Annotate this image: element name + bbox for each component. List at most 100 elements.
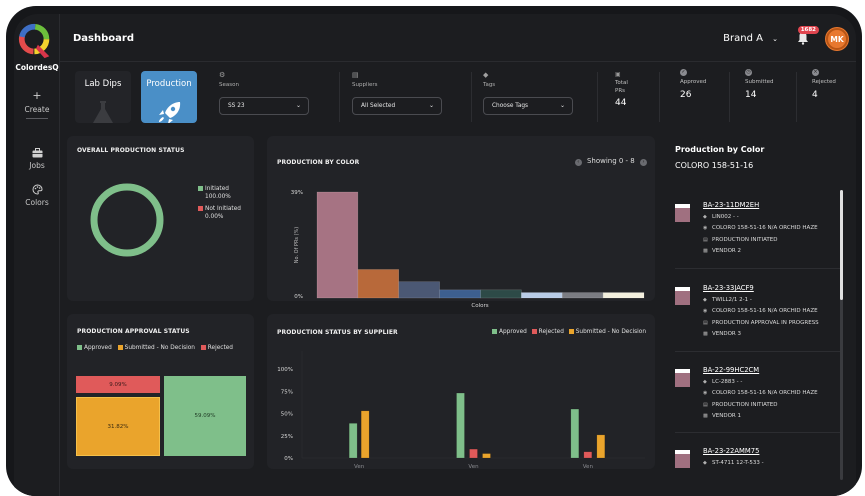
color-bar[interactable] xyxy=(480,289,522,299)
color-swatch xyxy=(675,450,690,468)
chevron-left-icon[interactable]: ‹ xyxy=(574,159,582,166)
color-bar[interactable] xyxy=(357,269,399,299)
status-row: ▤ PRODUCTION APPROVAL IN PROGRESS xyxy=(703,320,819,326)
chevron-down-icon: ⌄ xyxy=(295,102,301,109)
pr-code-link[interactable]: BA-23-33JACF9 xyxy=(703,284,754,292)
color-bar[interactable] xyxy=(562,292,604,299)
supplier-bar-approved[interactable] xyxy=(348,423,358,459)
tag-icon: ◆ xyxy=(703,460,707,466)
supplier-bar-approved[interactable] xyxy=(570,408,580,459)
scrollbar-track[interactable] xyxy=(840,190,843,480)
y-tick-label: 50% xyxy=(281,412,293,418)
flask-icon xyxy=(93,101,113,123)
production-status-by-supplier-panel: PRODUCTION STATUS BY SUPPLIER Approved R… xyxy=(267,314,655,470)
y-tick-label: 0% xyxy=(294,294,303,300)
device-frame: ColordesQ + Create Jobs Colors Dashboard… xyxy=(6,6,862,496)
stat-label: Rejected xyxy=(812,79,836,85)
color-row: ◉ COLORO 158-51-16 N/A ORCHID HAZE xyxy=(703,308,818,314)
factory-icon: ▩ xyxy=(703,248,708,254)
legend-item-approved: Approved xyxy=(77,345,112,351)
treemap-block-rejected[interactable]: 9.09% xyxy=(76,376,160,393)
legend-item-rejected: Rejected xyxy=(200,345,233,351)
page-title: Dashboard xyxy=(73,33,134,44)
supplier-bar-submitted[interactable] xyxy=(360,410,370,459)
supplier-bar-rejected[interactable] xyxy=(469,448,478,459)
status-icon: ▤ xyxy=(703,320,708,326)
donut-slice-initiated[interactable] xyxy=(90,183,164,257)
bell-icon[interactable] xyxy=(797,31,809,45)
supplier-bar-approved[interactable] xyxy=(456,392,465,459)
avatar[interactable]: MK xyxy=(826,28,848,50)
panel-title: PRODUCTION BY COLOR xyxy=(277,159,360,166)
supplier-bar-rejected[interactable] xyxy=(583,451,593,459)
season-select[interactable]: SS 23 ⌄ xyxy=(219,97,309,115)
supplier-bar-submitted[interactable] xyxy=(482,453,491,459)
tags-select[interactable]: Choose Tags ⌄ xyxy=(483,97,573,115)
status-row: ▤ PRODUCTION INITIATED xyxy=(703,237,778,243)
sidebar-divider xyxy=(26,118,48,119)
tag-icon: ◆ xyxy=(703,297,707,303)
color-swatch xyxy=(675,369,690,387)
mode-label: Lab Dips xyxy=(84,79,122,89)
tag-row: ◆ ST-4711 12-T-533 - xyxy=(703,460,764,466)
legend-value: 0.00% xyxy=(205,214,224,220)
stat-value: 4 xyxy=(812,90,818,100)
stat-rejected: × Rejected 4 xyxy=(812,69,836,100)
detail-panel-subtitle: COLORO 158-51-16 xyxy=(675,161,754,170)
tag-icon: ◆ xyxy=(703,214,707,220)
tag-row: ◆ LIN002 - - xyxy=(703,214,739,220)
color-bar[interactable] xyxy=(602,292,645,299)
pr-code-link[interactable]: BA-22-99HC2CM xyxy=(703,366,760,374)
stat-submitted: ◷ Submitted 14 xyxy=(745,69,774,100)
sidebar-item-jobs[interactable]: Jobs xyxy=(14,148,60,170)
color-bar[interactable] xyxy=(439,289,481,299)
divider xyxy=(675,268,840,269)
suppliers-select[interactable]: All Selected ⌄ xyxy=(352,97,442,115)
rocket-icon xyxy=(159,102,181,123)
tags-label: Tags xyxy=(483,82,496,88)
color-swatch xyxy=(675,287,690,305)
production-approval-status-panel: PRODUCTION APPROVAL STATUS Approved Subm… xyxy=(67,314,254,469)
supplier-bar-submitted[interactable] xyxy=(596,434,606,459)
overall-donut-chart xyxy=(90,183,164,257)
treemap-block-approved[interactable]: 59.09% xyxy=(164,376,246,456)
color-icon: ◉ xyxy=(703,308,708,314)
stat-label: Approved xyxy=(680,79,707,85)
mode-label: Production xyxy=(146,79,192,89)
panel-title: PRODUCTION STATUS BY SUPPLIER xyxy=(277,329,398,336)
chevron-down-icon: ⌄ xyxy=(772,35,778,43)
x-tick-label: Ven xyxy=(583,464,594,470)
pr-code-link[interactable]: BA-23-11DM2EH xyxy=(703,201,760,209)
brand-selector[interactable]: Brand A ⌄ xyxy=(723,33,778,44)
factory-icon: ▩ xyxy=(703,413,708,419)
color-icon: ◉ xyxy=(703,390,708,396)
legend-item-rejected: Rejected xyxy=(531,329,564,335)
pr-code-link[interactable]: BA-23-22AMM75 xyxy=(703,447,760,455)
stat-value: 14 xyxy=(745,90,757,100)
legend-item-submitted: Submitted - No Decision xyxy=(117,345,195,351)
scrollbar-thumb[interactable] xyxy=(840,190,843,300)
sidebar-item-create[interactable]: + Create xyxy=(14,89,60,114)
x-tick-label: Ven xyxy=(354,464,365,470)
divider xyxy=(659,72,660,122)
mode-card-production[interactable]: Production xyxy=(141,71,197,123)
grid-icon: ▣ xyxy=(615,71,621,78)
x-tick-label: Ven xyxy=(468,464,479,470)
chevron-down-icon: ⌄ xyxy=(428,102,434,109)
treemap-block-submitted[interactable]: 31.82% xyxy=(76,397,160,456)
tags-filter: ◆ Tags xyxy=(483,71,495,88)
brand-name: Brand A xyxy=(723,33,763,44)
mode-card-lab-dips[interactable]: Lab Dips xyxy=(75,71,131,123)
color-bar[interactable] xyxy=(398,281,440,299)
status-icon: ▤ xyxy=(703,237,708,243)
tag-icon: ◆ xyxy=(483,71,489,79)
clock-icon: ◷ xyxy=(745,69,752,76)
tag-icon: ◆ xyxy=(703,379,707,385)
color-bar[interactable] xyxy=(521,292,563,299)
plus-icon: + xyxy=(32,89,42,102)
color-bar[interactable] xyxy=(316,191,359,299)
chevron-right-icon[interactable]: › xyxy=(640,159,647,166)
status-icon: ▤ xyxy=(703,402,708,408)
vendor-row: ▩ VENDOR 1 xyxy=(703,413,741,419)
sidebar-item-colors[interactable]: Colors xyxy=(14,184,60,207)
